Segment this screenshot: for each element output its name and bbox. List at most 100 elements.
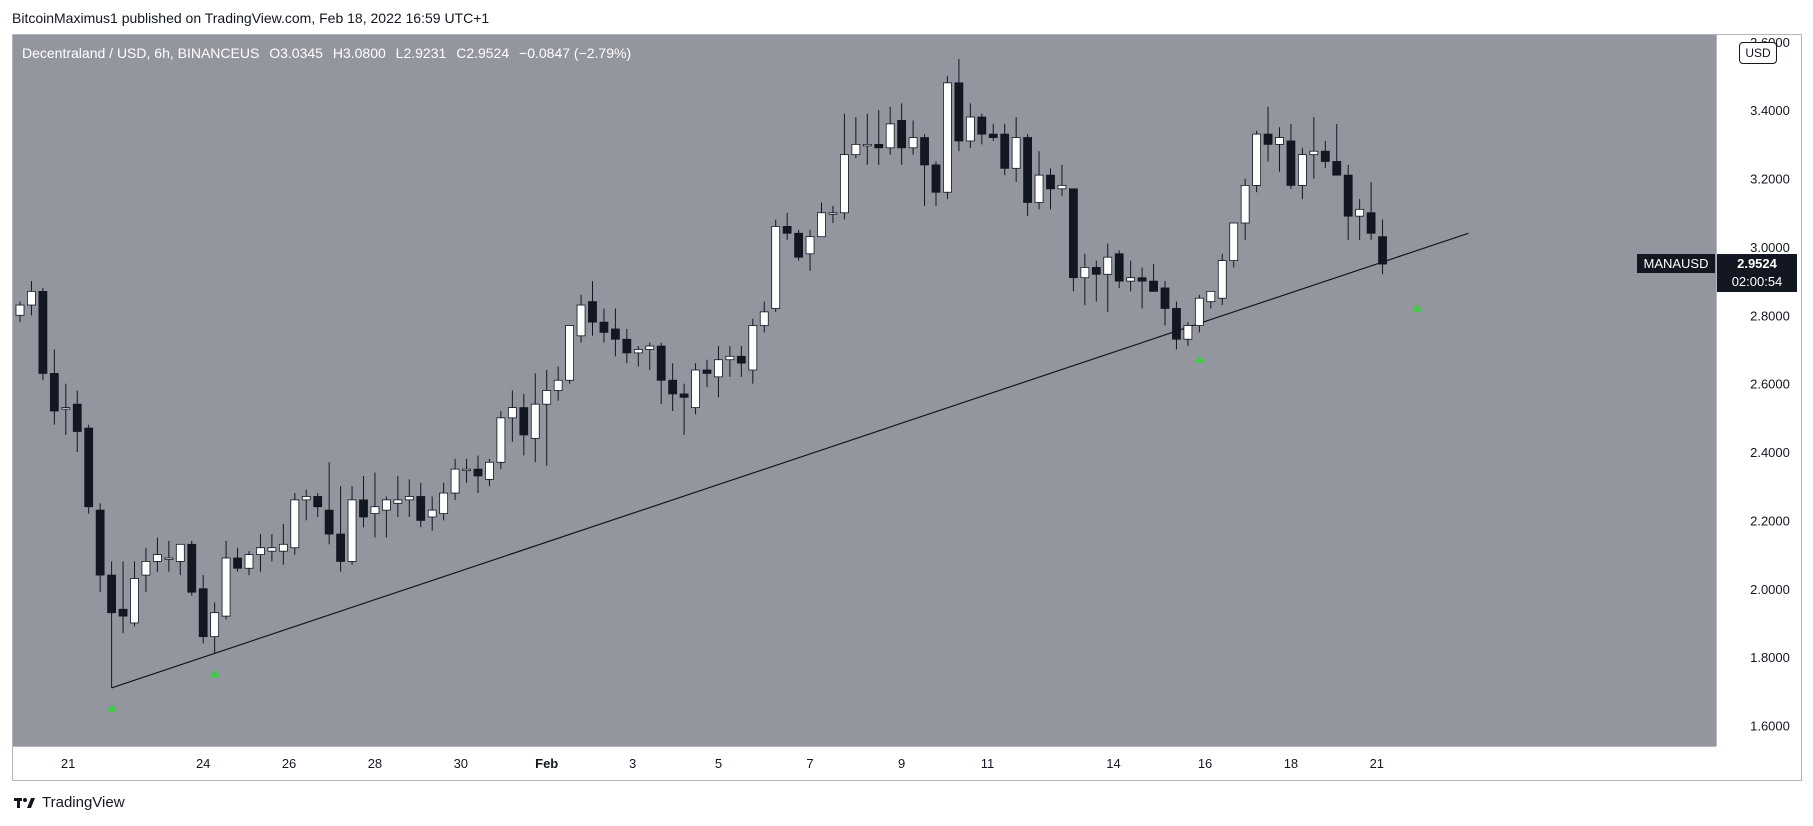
candle-up [1252, 133, 1261, 186]
candle-down [187, 543, 197, 593]
candle-down [473, 468, 483, 477]
price-tick-label: 3.2000 [1750, 172, 1790, 187]
low-value: 2.9231 [403, 45, 447, 61]
candle-up [1240, 185, 1250, 224]
candle-up [1194, 297, 1204, 326]
candle-down [38, 290, 48, 374]
candle-up [530, 403, 540, 439]
candle-down [954, 82, 964, 142]
price-tick-label: 3.0000 [1750, 240, 1790, 255]
candle-up [828, 212, 838, 215]
price-tick-label: 2.8000 [1750, 308, 1790, 323]
price-tick-label: 1.8000 [1750, 650, 1790, 665]
footer-brand-label: TradingView [42, 794, 125, 811]
candle-up [633, 349, 643, 354]
candle-down [72, 403, 82, 432]
candle-up [210, 612, 220, 638]
candle-down [1366, 212, 1376, 234]
candle-down [1172, 308, 1181, 340]
candle-down [1046, 174, 1055, 190]
candle-down [198, 588, 208, 638]
support-marker-icon [209, 670, 220, 678]
time-tick-label: 11 [981, 756, 995, 771]
candle-down [931, 164, 941, 193]
candle-down [897, 120, 907, 149]
candle-down [84, 427, 94, 508]
time-tick-label: 7 [806, 756, 813, 771]
candle-up [1217, 260, 1227, 299]
candle-down [1332, 161, 1342, 176]
candle-up [290, 499, 300, 549]
time-tick-label: 21 [1370, 756, 1384, 771]
last-price-label: 2.9524 [1737, 256, 1778, 271]
candle-up [381, 499, 391, 511]
candle-down [588, 301, 597, 323]
candle-up [278, 543, 288, 552]
candle-down [519, 407, 529, 436]
support-marker-icon [106, 704, 117, 712]
candle-down [988, 133, 998, 138]
candle-up [130, 578, 139, 624]
candle-up [1298, 154, 1307, 186]
candle-up [61, 407, 71, 410]
candle-up [1309, 150, 1319, 156]
candle-down [1137, 277, 1147, 282]
change-value: −0.0847 (−2.79%) [519, 45, 632, 61]
open-label: O [269, 45, 281, 61]
symbol-title: Decentraland / USD, 6h, BINANCEUS [22, 45, 260, 61]
candle-up [817, 212, 826, 238]
candle-down [1343, 174, 1353, 217]
candle-up [427, 509, 437, 518]
candle-up [175, 543, 185, 562]
last-price-tag [1717, 254, 1797, 293]
candle-up [748, 325, 758, 371]
candle-up [370, 506, 380, 514]
candle-up [862, 143, 872, 147]
price-tick-label: 2.4000 [1750, 445, 1790, 460]
candle-down [1378, 236, 1387, 265]
candle-up [759, 311, 769, 326]
price-tick-label: 2.2000 [1750, 513, 1790, 528]
candle-down [1263, 133, 1273, 145]
trendline [111, 232, 1469, 689]
candle-up [645, 345, 655, 350]
bar-countdown-label: 02:00:54 [1732, 274, 1783, 289]
time-tick-label: 18 [1284, 756, 1298, 771]
tradingview-logo-icon [14, 797, 35, 808]
currency-button[interactable]: USD [1739, 42, 1777, 64]
candle-down [107, 574, 116, 614]
candle-up [1057, 185, 1067, 190]
footer-brand[interactable]: TradingView [14, 794, 125, 811]
candle-down [782, 226, 792, 234]
ticker-tag [1637, 254, 1715, 274]
support-marker-icon [1194, 355, 1205, 363]
high-label: H [332, 45, 343, 61]
candle-down [1286, 140, 1296, 186]
candle-up [1080, 267, 1090, 279]
candle-up [301, 496, 311, 501]
candle-down [95, 509, 105, 576]
candle-up [885, 123, 895, 149]
time-tick-label: 21 [61, 756, 75, 771]
candle-up [771, 226, 781, 309]
low-label: L [395, 45, 404, 61]
price-axis[interactable] [1716, 35, 1801, 746]
candle-up [691, 369, 700, 408]
candle-down [1000, 133, 1010, 169]
candle-down [1160, 287, 1170, 309]
candle-up [462, 468, 471, 472]
candle-down [874, 143, 884, 149]
publish-info: BitcoinMaximus1 published on TradingView… [12, 10, 490, 26]
price-tick-label: 2.6000 [1750, 377, 1790, 392]
high-value: 3.0800 [342, 45, 386, 61]
candle-down [656, 345, 666, 381]
candle-down [679, 393, 689, 398]
candle-up [1229, 222, 1239, 262]
time-axis[interactable] [13, 746, 1716, 780]
chart-plot-area[interactable] [13, 35, 1716, 746]
candle-down [599, 321, 609, 333]
candle-up [152, 554, 162, 562]
candle-up [943, 82, 952, 193]
candle-down [736, 355, 746, 364]
candle-up [347, 499, 357, 562]
